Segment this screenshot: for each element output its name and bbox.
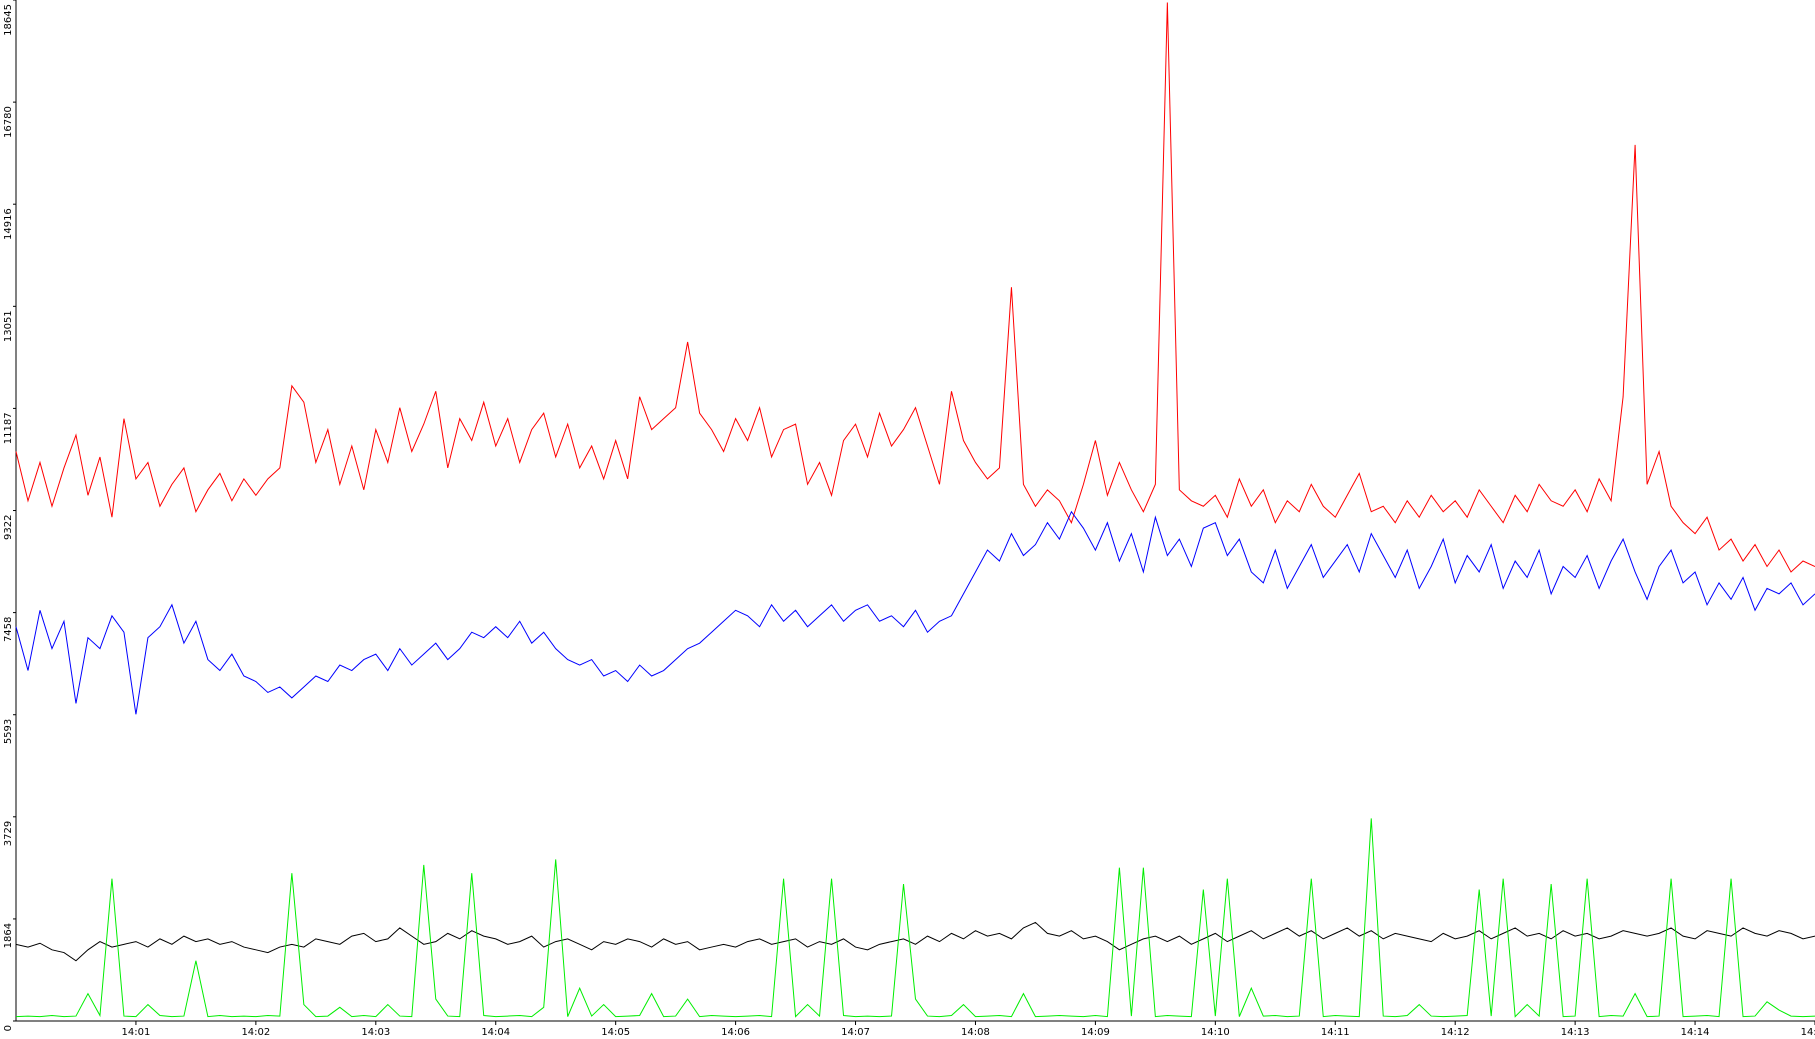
y-tick-label: 16780 [3, 106, 14, 138]
x-tick-label: 14:02 [241, 1027, 270, 1038]
series-line [15, 818, 1815, 1018]
x-tick-label: 14:15 [1801, 1027, 1815, 1038]
x-tick-label: 14:03 [361, 1027, 390, 1038]
x-tick-label: 14:06 [721, 1027, 750, 1038]
y-tick-label: 9322 [3, 515, 14, 540]
y-tick-label: 18645 [3, 4, 14, 36]
series-line [15, 510, 1815, 715]
y-tick-label: 7458 [3, 617, 14, 642]
x-tick-label: 14:07 [841, 1027, 870, 1038]
x-tick-label: 14:14 [1681, 1027, 1710, 1038]
y-tick-label: 0 [3, 1025, 14, 1031]
x-tick-label: 14:10 [1201, 1027, 1230, 1038]
series-line [15, 2, 1815, 573]
x-tick-label: 14:12 [1441, 1027, 1470, 1038]
x-tick-label: 14:05 [601, 1027, 630, 1038]
x-tick-label: 14:01 [122, 1027, 151, 1038]
x-tick-label: 14:09 [1081, 1027, 1110, 1038]
x-tick-label: 14:04 [481, 1027, 510, 1038]
y-tick-label: 5593 [3, 719, 14, 744]
y-tick-label: 1864 [3, 923, 14, 948]
series-line [15, 921, 1815, 962]
x-tick-label: 14:13 [1561, 1027, 1590, 1038]
y-tick-label: 11187 [3, 412, 14, 444]
y-tick-label: 14916 [3, 208, 14, 240]
y-tick-label: 13051 [3, 310, 14, 342]
x-tick-label: 14:11 [1321, 1027, 1350, 1038]
x-tick-label: 14:08 [961, 1027, 990, 1038]
y-tick-label: 3729 [3, 821, 14, 846]
